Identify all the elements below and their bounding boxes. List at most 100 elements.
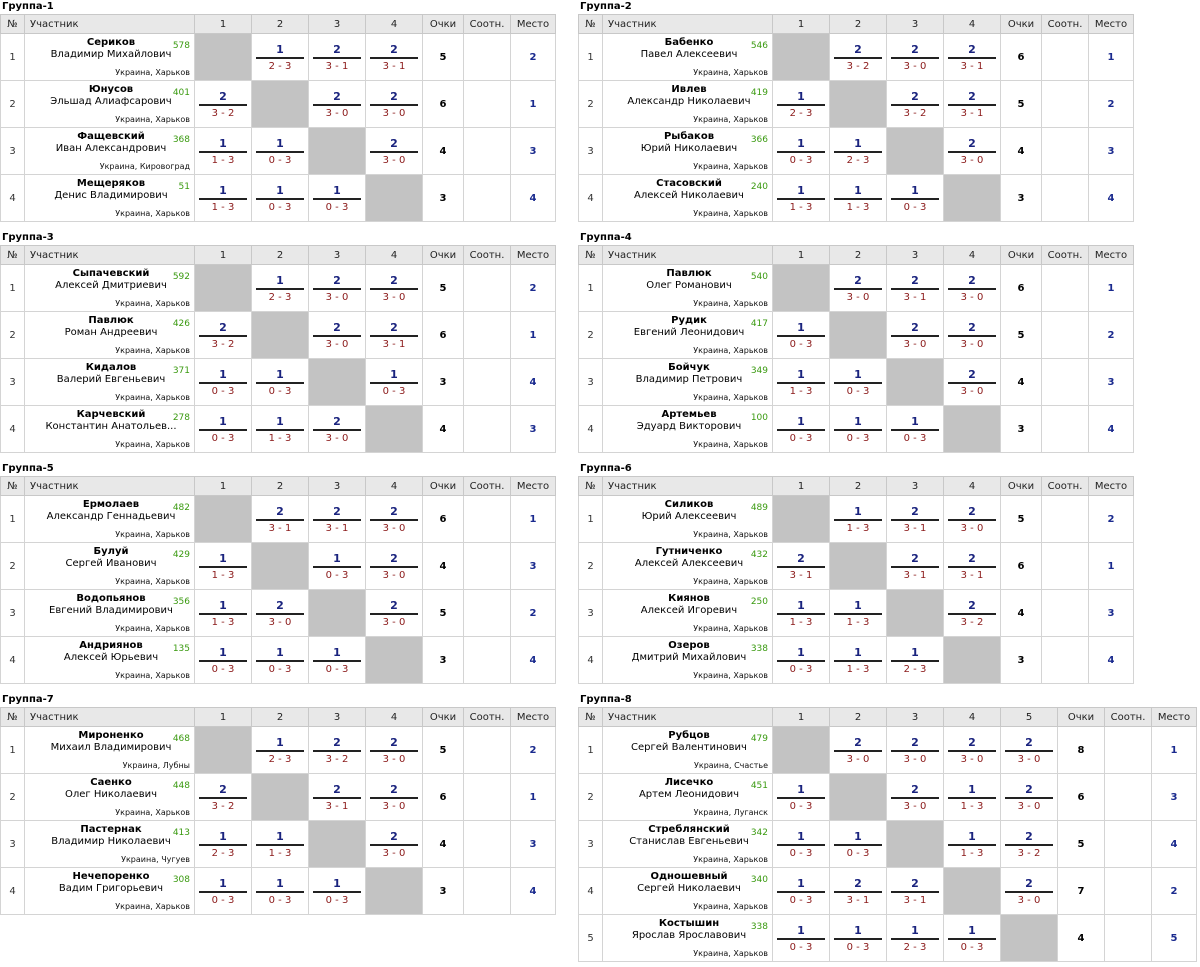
player-name: Рыбаков Юрий Николаевич: [610, 131, 768, 155]
match-score: 0 - 3: [789, 663, 813, 675]
match-result: 1 1 - 3: [773, 368, 829, 397]
player-cell[interactable]: Ермолаев Александр Геннадьевич 482 Украина,…: [24, 495, 195, 543]
player-last-name[interactable]: Лисечко: [664, 777, 714, 788]
player-cell[interactable]: Гутниченко Алексей Алексеевич 432 Украина, …: [602, 542, 773, 590]
col-opponent-header: 4: [365, 707, 423, 727]
player-cell[interactable]: Силиков Юрий Алексеевич 489 Украина, Харько…: [602, 495, 773, 543]
match-result-cell: 1 0 - 3: [365, 358, 423, 406]
player-cell[interactable]: Рыбаков Юрий Николаевич 366 Украина, Харько…: [602, 127, 773, 175]
player-last-name[interactable]: Гутниченко: [655, 546, 723, 557]
col-opponent-header: 4: [943, 245, 1001, 265]
player-last-name[interactable]: Павлюк: [666, 268, 712, 279]
player-last-name[interactable]: Пастернак: [80, 824, 142, 835]
player-last-name[interactable]: Павлюк: [88, 315, 134, 326]
match-score: 3 - 0: [382, 291, 406, 303]
match-score: 3 - 1: [960, 60, 984, 72]
player-last-name[interactable]: Киянов: [668, 593, 710, 604]
player-cell[interactable]: Сериков Владимир Михайлович 578 Украина, Ха…: [24, 33, 195, 81]
player-cell[interactable]: Фащевский Иван Александрович 368 Украина, К…: [24, 127, 195, 175]
player-last-name[interactable]: Карчевский: [76, 409, 146, 420]
player-last-name[interactable]: Озеров: [668, 640, 710, 651]
player-rating: 540: [750, 272, 768, 282]
player-name: Кидалов Валерий Евгеньевич: [32, 362, 190, 386]
player-last-name[interactable]: Саенко: [90, 777, 132, 788]
player-last-name[interactable]: Рубцов: [668, 730, 710, 741]
player-last-name[interactable]: Стасовский: [656, 178, 722, 189]
player-last-name[interactable]: Андриянов: [79, 640, 143, 651]
player-cell[interactable]: Сыпачевский Алексей Дмитриевич 592 Украина,…: [24, 264, 195, 312]
result-divider: [834, 612, 882, 615]
match-result-cell: 2 3 - 0: [886, 726, 944, 774]
player-cell[interactable]: Водопьянов Евгений Владимирович 356 Украина…: [24, 589, 195, 637]
col-points-header: Очки: [422, 707, 464, 727]
result-divider: [948, 150, 996, 153]
player-city: Украина, Харьков: [115, 299, 190, 308]
player-cell[interactable]: Рубцов Сергей Валентинович 479 Украина, Сча…: [602, 726, 773, 774]
player-last-name[interactable]: Водопьянов: [76, 593, 146, 604]
player-last-name[interactable]: Ивлев: [671, 84, 707, 95]
col-opponent-header: 3: [886, 476, 944, 496]
col-place-header: Место: [1088, 14, 1134, 34]
player-cell[interactable]: Нечепоренко Вадим Григорьевич 308 Украина, …: [24, 867, 195, 915]
player-cell[interactable]: Мещеряков Денис Владимирович 51 Украина, Ха…: [24, 174, 195, 222]
player-last-name[interactable]: Кидалов: [85, 362, 137, 373]
player-cell[interactable]: Одношевный Сергей Николаевич 340 Украина, Х…: [602, 867, 773, 915]
player-city: Украина, Харьков: [693, 115, 768, 124]
player-cell[interactable]: Карчевский Константин Анатольев... 278 Укра…: [24, 405, 195, 453]
match-result-cell: 1 2 - 3: [251, 264, 309, 312]
player-last-name[interactable]: Костышин: [658, 918, 720, 929]
col-player-header: Участник: [24, 245, 195, 265]
player-cell[interactable]: Лисечко Артем Леонидович 451 Украина, Луган…: [602, 773, 773, 821]
player-cell[interactable]: Саенко Олег Николаевич 448 Украина, Харьков: [24, 773, 195, 821]
player-cell[interactable]: Озеров Дмитрий Михайлович 338 Украина, Харь…: [602, 636, 773, 684]
result-divider: [777, 334, 825, 337]
table-row: 2 Юнусов Эльшад Алиафсарович 401 Украина, Ха…: [0, 80, 556, 128]
player-cell[interactable]: Булуй Сергей Иванович 429 Украина, Харьков: [24, 542, 195, 590]
final-place: 2: [510, 589, 556, 637]
match-points: 2: [911, 89, 919, 103]
player-last-name[interactable]: Мироненко: [78, 730, 144, 741]
player-cell[interactable]: Кидалов Валерий Евгеньевич 371 Украина, Хар…: [24, 358, 195, 406]
player-last-name[interactable]: Булуй: [93, 546, 129, 557]
player-cell[interactable]: Юнусов Эльшад Алиафсарович 401 Украина, Хар…: [24, 80, 195, 128]
player-last-name[interactable]: Артемьев: [661, 409, 717, 420]
player-cell[interactable]: Ивлев Александр Николаевич 419 Украина, Хар…: [602, 80, 773, 128]
player-last-name[interactable]: Сыпачевский: [72, 268, 150, 279]
player-last-name[interactable]: Ермолаев: [82, 499, 140, 510]
player-cell[interactable]: Артемьев Эдуард Викторович 100 Украина, Хар…: [602, 405, 773, 453]
player-last-name[interactable]: Бабенко: [664, 37, 714, 48]
group-4: Группа-4 № Участник 1 2 3 4 Очки Соотн. Место 1 Пав…: [578, 231, 1134, 453]
player-last-name[interactable]: Сериков: [86, 37, 136, 48]
player-last-name[interactable]: Нечепоренко: [72, 871, 150, 882]
match-points: 2: [1025, 876, 1033, 890]
player-last-name[interactable]: Одношевный: [650, 871, 728, 882]
match-result-cell: 2 3 - 0: [308, 311, 366, 359]
match-score: 3 - 1: [382, 338, 406, 350]
player-last-name[interactable]: Юнусов: [88, 84, 134, 95]
match-result: 2 3 - 0: [887, 43, 943, 72]
player-cell[interactable]: Стреблянский Станислав Евгеньевич 342 Украи…: [602, 820, 773, 868]
player-cell[interactable]: Бабенко Павел Алексеевич 546 Украина, Харьк…: [602, 33, 773, 81]
player-last-name[interactable]: Стреблянский: [648, 824, 730, 835]
match-points: 2: [968, 735, 976, 749]
player-cell[interactable]: Рудик Евгений Леонидович 417 Украина, Харьк…: [602, 311, 773, 359]
player-cell[interactable]: Андриянов Алексей Юрьевич 135 Украина, Харь…: [24, 636, 195, 684]
player-cell[interactable]: Костышин Ярослав Ярославович 338 Украина, Х…: [602, 914, 773, 962]
self-match-cell: [1000, 914, 1058, 962]
player-cell[interactable]: Павлюк Роман Андреевич 426 Украина, Харьков: [24, 311, 195, 359]
player-last-name[interactable]: Мещеряков: [76, 178, 146, 189]
player-last-name[interactable]: Фащевский: [77, 131, 145, 142]
group-1: Группа-1 № Участник 1 2 3 4 Очки Соотн. Место 1 Сер…: [0, 0, 556, 222]
player-last-name[interactable]: Бойчук: [668, 362, 710, 373]
player-cell[interactable]: Киянов Алексей Игоревич 250 Украина, Харько…: [602, 589, 773, 637]
player-last-name[interactable]: Рудик: [671, 315, 707, 326]
player-last-name[interactable]: Силиков: [664, 499, 714, 510]
player-cell[interactable]: Бойчук Владимир Петрович 349 Украина, Харьк…: [602, 358, 773, 406]
player-cell[interactable]: Стасовский Алексей Николаевич 240 Украина, …: [602, 174, 773, 222]
player-cell[interactable]: Павлюк Олег Романович 540 Украина, Харьков: [602, 264, 773, 312]
total-points: 7: [1057, 867, 1105, 915]
player-cell[interactable]: Мироненко Михаил Владимирович 468 Украина, …: [24, 726, 195, 774]
player-cell[interactable]: Пастернак Владимир Николаевич 413 Украина, …: [24, 820, 195, 868]
total-points: 6: [1000, 264, 1042, 312]
player-last-name[interactable]: Рыбаков: [663, 131, 715, 142]
